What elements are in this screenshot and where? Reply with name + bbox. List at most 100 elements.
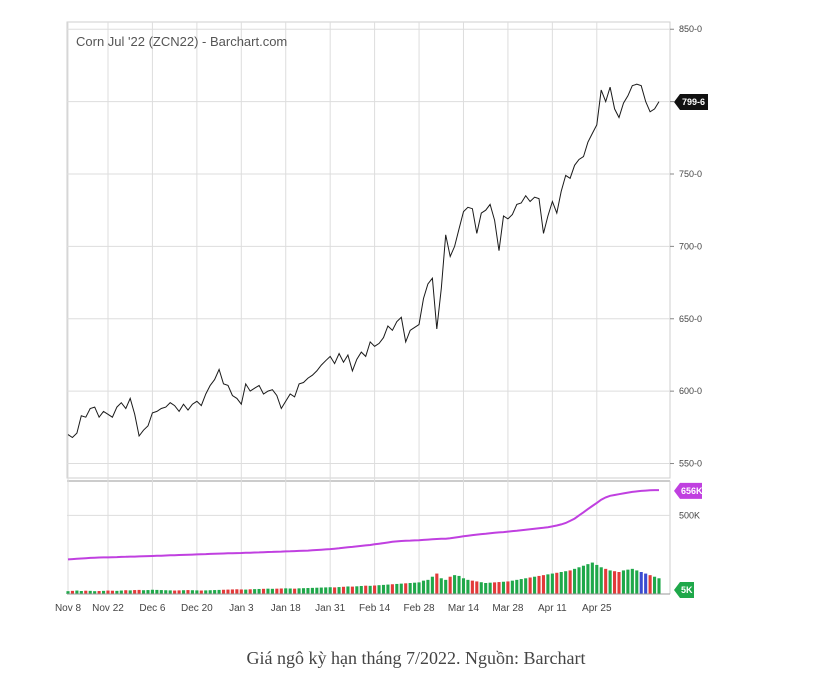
volume-bar [79,591,83,594]
last-price-badge [674,93,708,110]
volume-bar [186,590,190,594]
volume-bar [373,585,377,594]
volume-bar [141,590,146,594]
volume-bar [577,567,581,594]
volume-bar [657,578,661,594]
volume-bar [190,590,194,594]
volume-bar [306,588,310,594]
volume-tick-label: 500K [679,510,700,520]
y-tick-label: 700-0 [679,241,702,251]
volume-bar [524,578,528,594]
volume-bar [150,589,154,594]
volume-bar [199,590,203,594]
price-pane-frame [66,21,671,479]
volume-bar [546,574,550,594]
volume-bar [293,588,297,594]
open-interest-label: 656K [681,486,703,496]
volume-bar [550,573,554,594]
volume-bar [599,567,603,594]
volume-bar [586,564,590,594]
volume-bar [97,591,101,594]
axis-layer: Nov 8 Nov 22 Dec 6 Dec 20 Jan 3 Jan 18 Jan 31 F… [55,24,708,614]
x-tick-label: Apr 25 [582,603,612,614]
volume-bar [635,570,639,594]
volume-bar [168,590,172,594]
price-series-line [67,83,660,439]
volume-bar [110,590,114,594]
volume-bar [133,590,137,594]
volume-bar [333,587,337,594]
volume-bar [213,590,217,594]
volume-bar [266,588,270,594]
volume-bar [453,575,457,594]
volume-bar [230,589,234,594]
volume-bar [519,579,523,594]
volume-bar [204,590,208,594]
volume-bar [221,589,226,594]
volume-pane [66,489,661,594]
volume-bar [439,578,443,594]
volume-bar [537,575,541,594]
volume-bar [457,575,461,594]
volume-bar [626,569,630,594]
volume-bar [541,575,546,594]
volume-bar [444,579,448,594]
volume-bar [639,572,643,594]
volume-bar [101,590,106,594]
volume-bar [75,590,79,594]
volume-bar [368,585,372,594]
x-tick-label: Mar 28 [492,603,524,614]
volume-bar [315,587,319,594]
volume-bar [493,582,497,594]
volume-bar [137,589,141,594]
volume-bar [159,590,163,594]
volume-bar [261,588,266,594]
volume-bar [408,583,412,594]
volume-bar [346,586,350,594]
volume-bar [479,582,483,594]
volume-bar [448,576,452,594]
volume-bar [364,585,368,594]
y-tick-label: 750-0 [679,169,702,179]
volume-bar [88,590,92,594]
volume-bar [181,590,186,594]
volume-bar [461,578,466,594]
volume-bar [510,580,514,594]
volume-label: 5K [681,585,693,595]
volume-bar [164,590,168,594]
volume-bar [235,589,239,594]
volume-bar [208,590,212,594]
volume-bar [244,589,248,594]
volume-bar [515,579,519,594]
y-tick-label: 600-0 [679,386,702,396]
volume-bar [595,564,599,594]
x-tick-label: Mar 14 [448,603,480,614]
volume-bar [359,585,363,594]
volume-bar [528,577,532,594]
volume-bar [506,581,510,594]
volume-bar [253,589,257,594]
volume-bar [568,570,572,594]
volume-bar [417,582,421,594]
volume-bar [319,587,323,594]
volume-bar [381,584,386,594]
volume-bar [226,589,230,594]
volume-bar [555,572,559,594]
volume-bar [559,572,563,594]
x-tick-label: Jan 31 [315,603,345,614]
volume-bar [239,589,243,594]
volume-bar [355,586,359,594]
x-tick-label: Feb 14 [359,603,391,614]
volume-bar [435,573,439,594]
volume-bar [66,591,70,594]
volume-bar [617,572,621,594]
x-tick-label: Dec 6 [139,603,166,614]
x-tick-label: Feb 28 [403,603,435,614]
volume-bar [466,579,470,594]
volume-bar [257,588,261,594]
volume-bar [573,568,577,594]
open-interest-line [67,489,659,561]
price-pane [67,83,660,439]
volume-bar [301,588,306,594]
